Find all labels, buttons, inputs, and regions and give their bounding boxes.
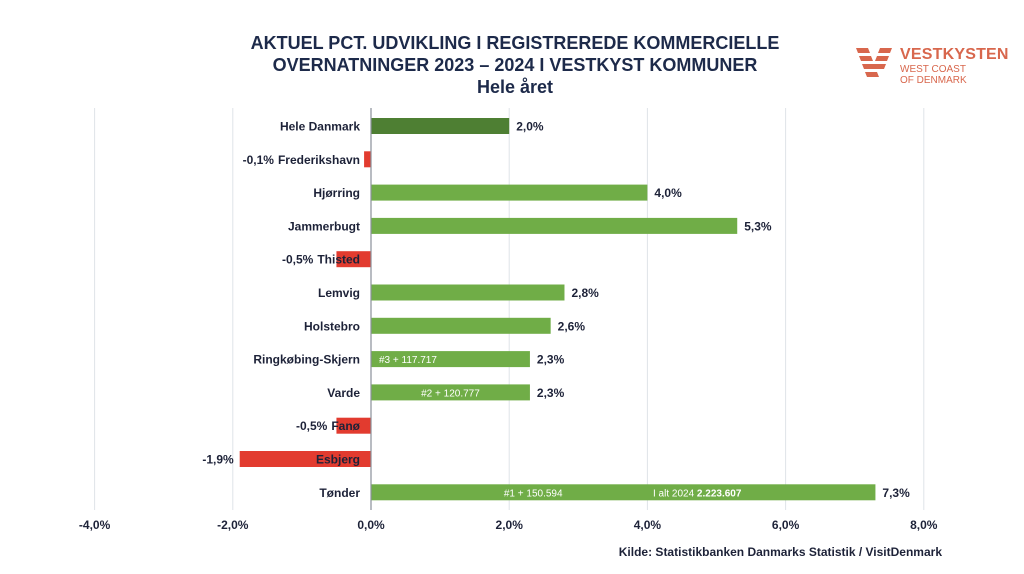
bar-jammerbugt (371, 217, 738, 234)
category-label: Lemvig (318, 286, 360, 300)
value-label: 7,3% (882, 486, 910, 500)
x-tick-label: 2,0% (496, 518, 524, 532)
category-label: Jammerbugt (288, 219, 360, 233)
bar-hjørring (371, 184, 648, 201)
x-tick-label: -2,0% (217, 518, 249, 532)
value-label: 2,3% (537, 353, 565, 367)
total-prefix: I alt 2024 (653, 488, 697, 499)
category-label: Ringkøbing-Skjern (253, 353, 360, 367)
category-label: Frederikshavn (278, 153, 360, 167)
value-label: -1,9% (202, 453, 234, 467)
logo-brand: VESTKYSTEN (900, 46, 1009, 63)
value-label: 2,6% (558, 319, 586, 333)
value-label: -0,1% (243, 153, 275, 167)
category-label: Holstebro (304, 319, 360, 333)
title-line-1: AKTUEL PCT. UDVIKLING I REGISTREREDE KOM… (250, 33, 780, 53)
source-note: Kilde: Statistikbanken Danmarks Statisti… (618, 545, 942, 559)
chart-title: AKTUEL PCT. UDVIKLING I REGISTREREDE KOM… (150, 32, 880, 98)
bar-frederikshavn (364, 151, 371, 168)
total-value: 2.223.607 (697, 488, 742, 499)
bar-holstebro (371, 317, 551, 334)
value-label: 2,8% (571, 286, 599, 300)
category-label: Thisted (317, 253, 360, 267)
x-tick-label: 6,0% (772, 518, 800, 532)
bar-tønder (371, 484, 876, 501)
bar-thisted (336, 251, 371, 268)
total-annotation: I alt 2024 2.223.607 (653, 488, 742, 499)
logo-line-2: OF DENMARK (900, 75, 967, 86)
value-label: -0,5% (282, 253, 314, 267)
bar-esbjerg (239, 451, 371, 467)
bar-lemvig (371, 284, 565, 301)
x-tick-label: -4,0% (79, 518, 111, 532)
value-label: 4,0% (654, 186, 682, 200)
bar-ringkøbing-skjern (371, 351, 530, 368)
vestkysten-logo: VESTKYSTEN WEST COAST OF DENMARK (856, 46, 1024, 86)
x-tick-label: 0,0% (357, 518, 385, 532)
category-label: Hele Danmark (280, 120, 360, 134)
category-label: Fanø (331, 419, 360, 433)
category-label: Varde (327, 386, 360, 400)
bar-annotation: #3 + 117.717 (379, 355, 437, 366)
value-label: 2,0% (516, 120, 544, 134)
bar-annotation: #2 + 120.777 (421, 388, 480, 399)
bar-varde (371, 384, 530, 401)
value-label: 5,3% (744, 219, 772, 233)
bar-annotation: #1 + 150.594 (504, 488, 563, 499)
value-label: 2,3% (537, 386, 565, 400)
title-line-2: OVERNATNINGER 2023 – 2024 I VESTKYST KOM… (272, 55, 758, 75)
category-label: Esbjerg (316, 453, 360, 467)
category-label: Hjørring (313, 186, 360, 200)
value-label: -0,5% (296, 419, 328, 433)
bar-hele-danmark (371, 118, 510, 134)
v-logo-icon (856, 48, 892, 77)
x-tick-label: 8,0% (910, 518, 938, 532)
x-tick-label: 4,0% (634, 518, 662, 532)
bar-fanø (336, 417, 371, 434)
logo-line-1: WEST COAST (900, 64, 966, 75)
chart-subtitle: Hele året (476, 77, 554, 97)
category-label: Tønder (319, 486, 360, 500)
